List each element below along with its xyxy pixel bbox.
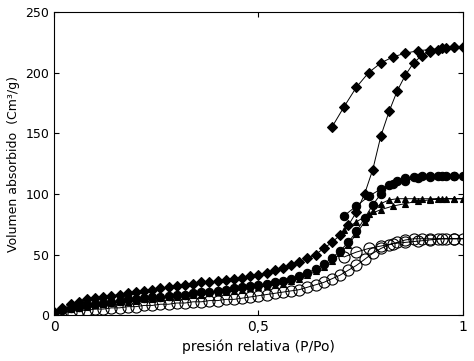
Y-axis label: Volumen absorbido  (Cm³/g): Volumen absorbido (Cm³/g) (7, 75, 20, 252)
X-axis label: presión relativa (P/Po): presión relativa (P/Po) (182, 340, 335, 354)
